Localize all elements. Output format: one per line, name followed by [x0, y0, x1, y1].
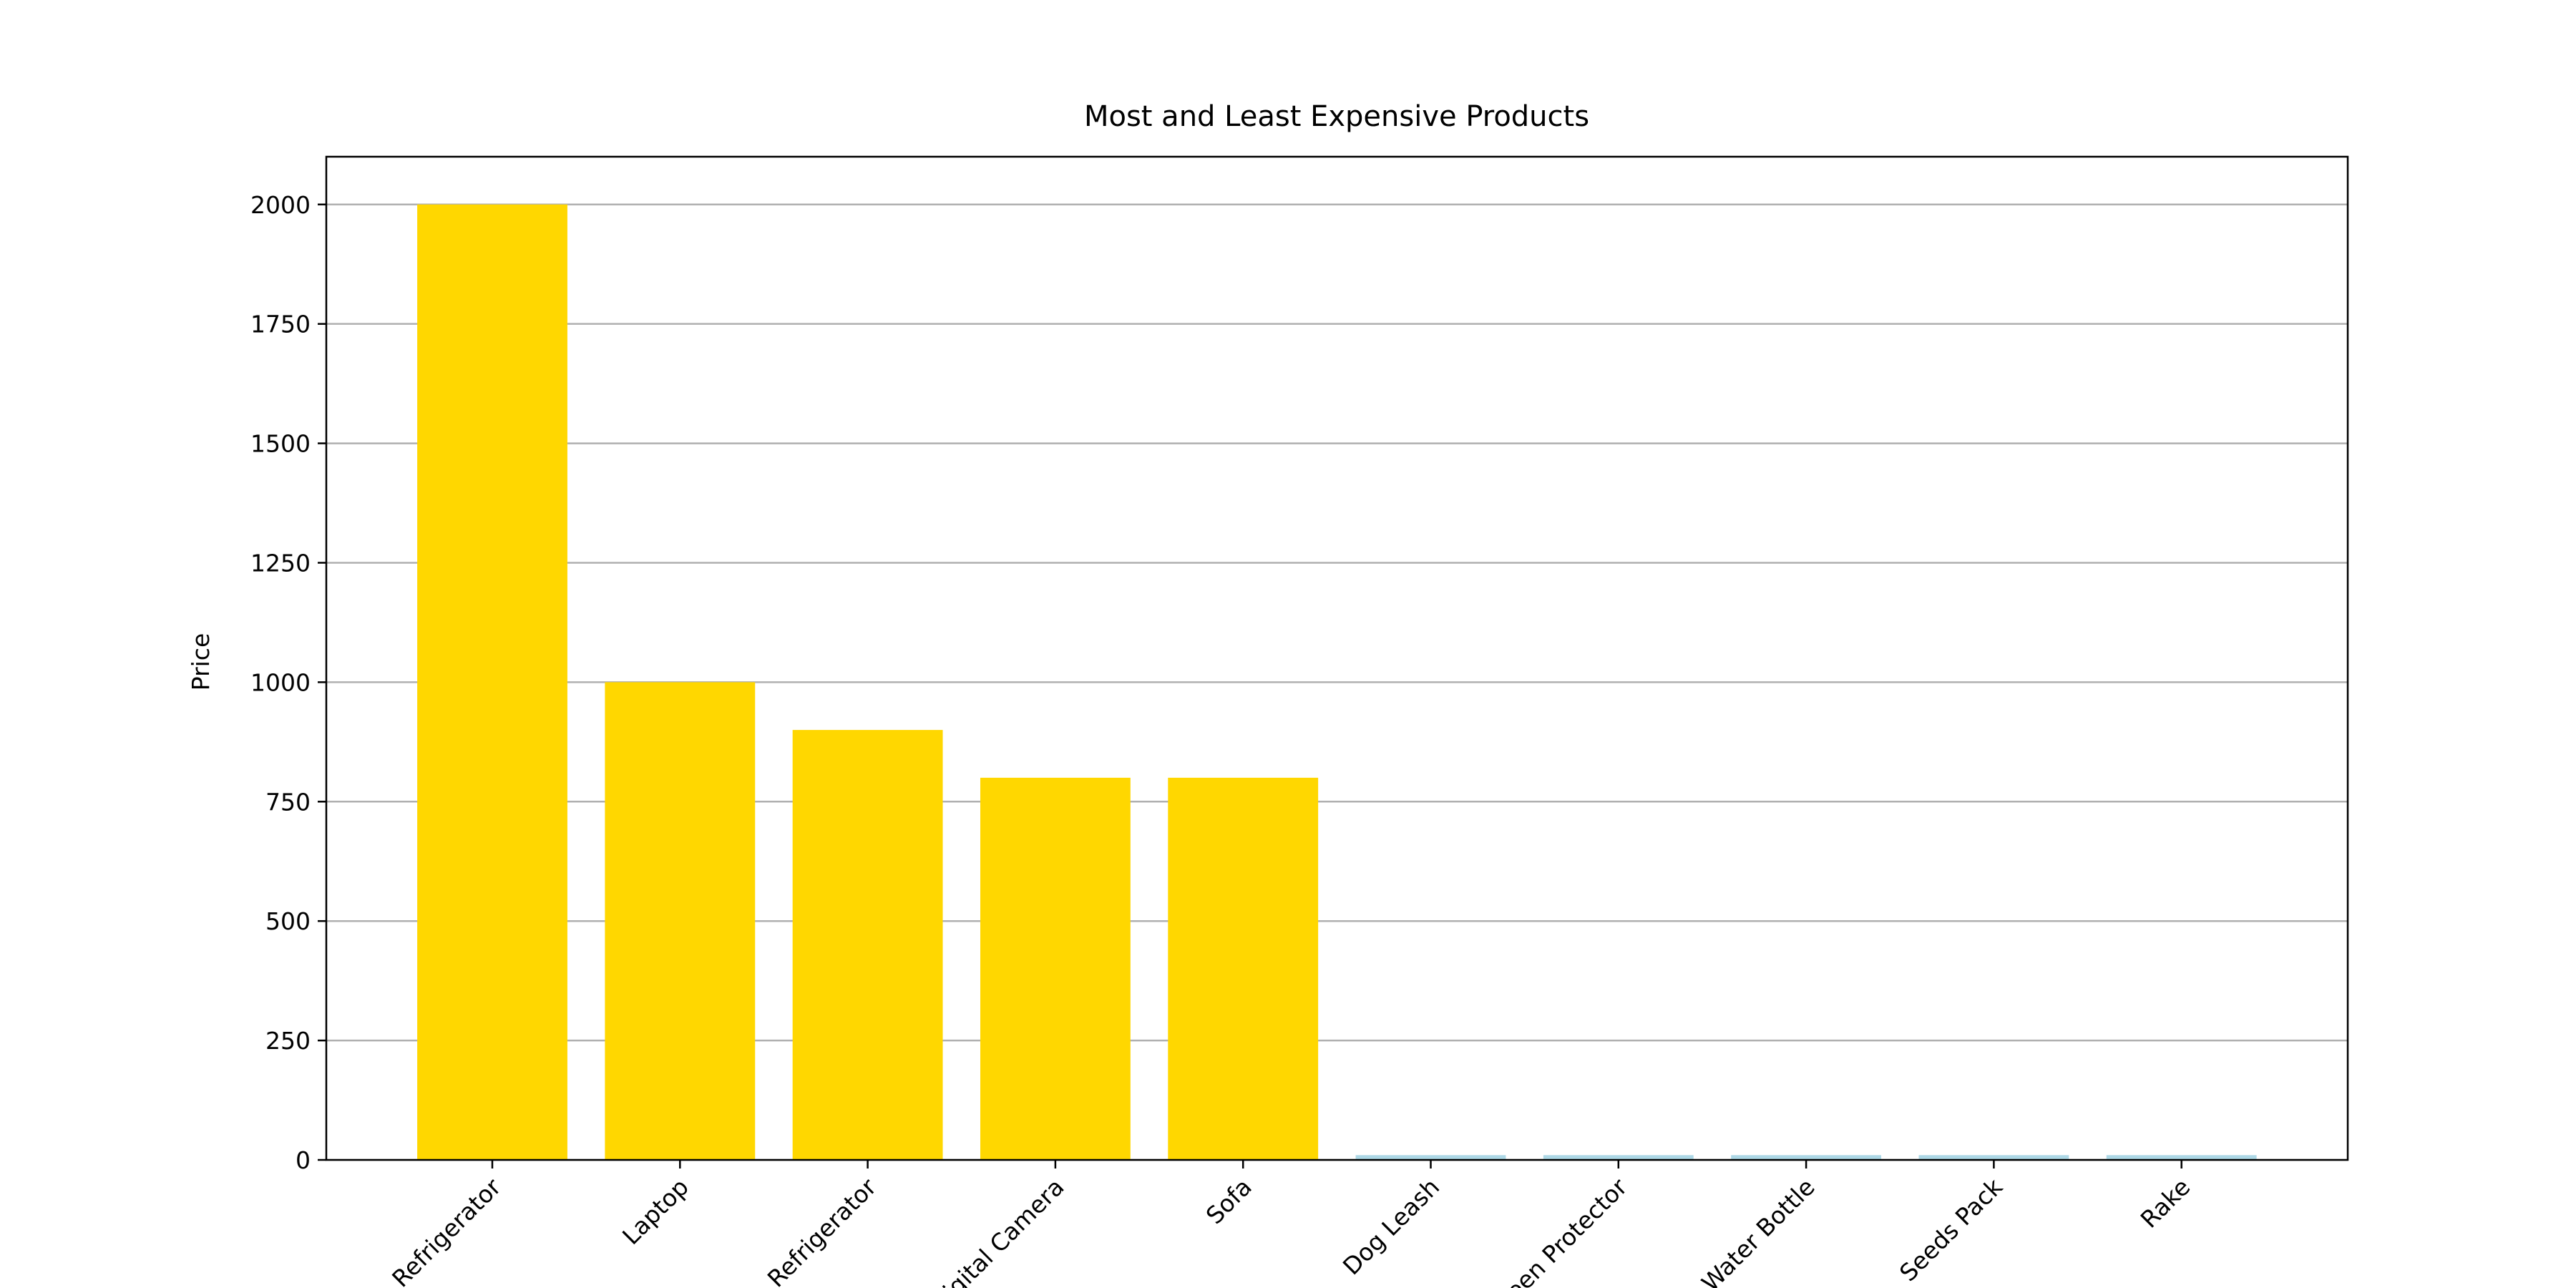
bar: [1543, 1155, 1694, 1160]
x-tick-label: Rake: [2135, 1173, 2196, 1234]
plot-area: 0 250 500 750 1000 1250 1500 1750 2000: [250, 191, 2348, 1174]
x-tick-label: Laptop: [617, 1173, 694, 1250]
chart-title: Most and Least Expensive Products: [1084, 100, 1589, 133]
y-tick-label: 2000: [250, 191, 311, 219]
y-tick-label: 250: [265, 1027, 311, 1055]
x-tick-label: Refrigerator: [762, 1173, 882, 1288]
x-tick-label: Sofa: [1201, 1173, 1257, 1229]
y-tick-label: 750: [265, 788, 311, 816]
bar: [1168, 777, 1319, 1160]
y-tick-label: 500: [265, 907, 311, 935]
y-axis-label: Price: [187, 633, 215, 691]
y-tick-label: 1250: [250, 549, 311, 577]
x-tick-label: Seeds Pack: [1894, 1172, 2009, 1287]
bar: [605, 682, 756, 1160]
bar: [980, 777, 1131, 1160]
bar: [1731, 1155, 1882, 1160]
bar: [792, 730, 943, 1160]
y-tick-label: 1500: [250, 430, 311, 458]
bar: [1355, 1155, 1506, 1160]
bar: [2106, 1155, 2257, 1160]
axes-frame: [325, 155, 2349, 1161]
x-tick-label: Dog Leash: [1337, 1173, 1445, 1280]
y-tick-label: 1000: [250, 668, 311, 696]
y-tick-label: 1750: [250, 311, 311, 338]
bar: [417, 204, 567, 1160]
x-tick-label: Refrigerator: [386, 1173, 507, 1288]
bar: [1918, 1155, 2069, 1160]
x-tick-label: Water Bottle: [1696, 1173, 1820, 1288]
x-tick-label: Digital Camera: [924, 1173, 1069, 1288]
y-tick-label: 0: [296, 1146, 311, 1174]
x-tick-label: Screen Protector: [1474, 1173, 1633, 1288]
